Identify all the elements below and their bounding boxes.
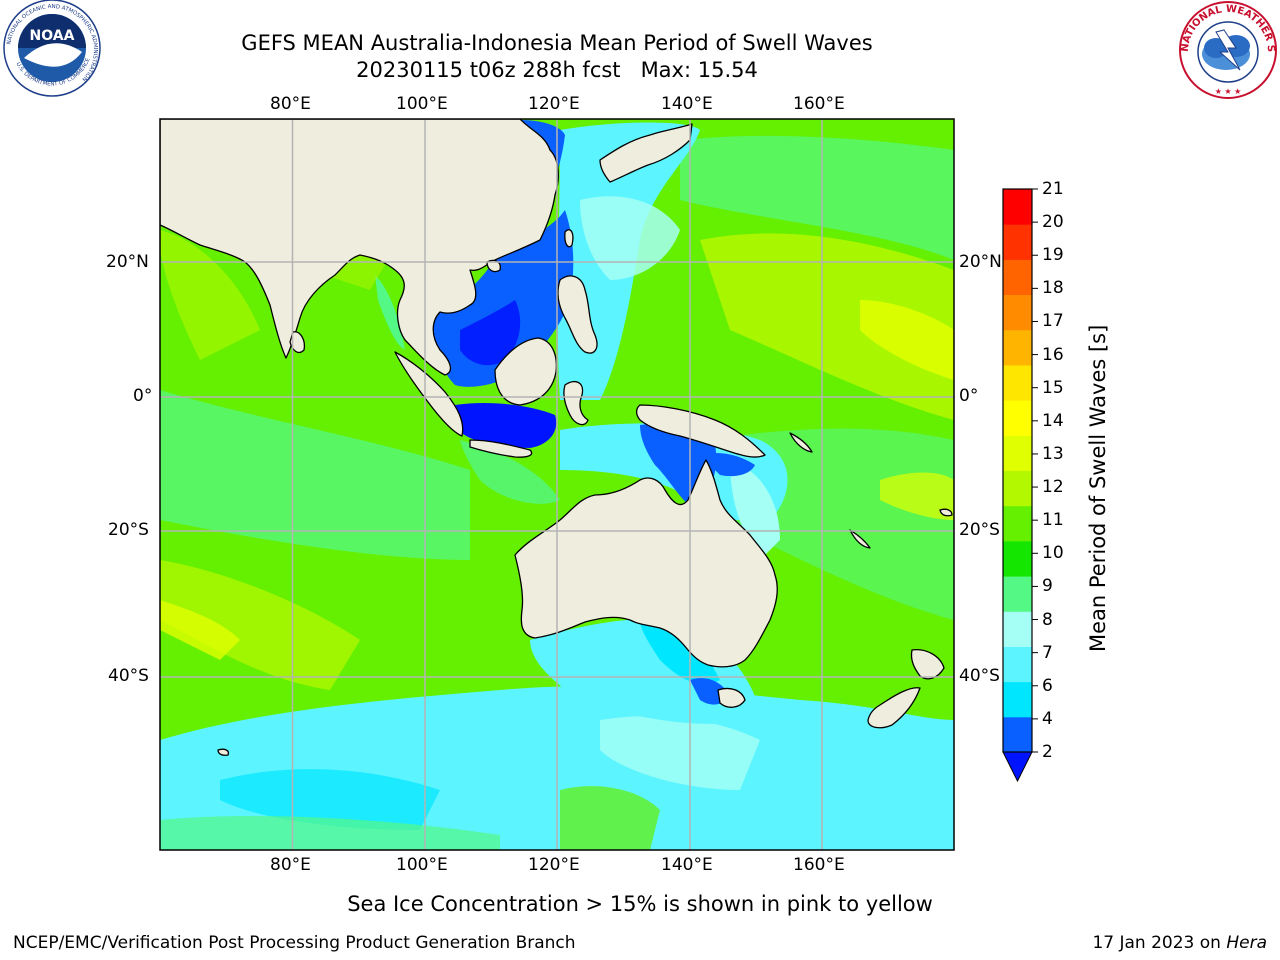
- map-frame: [159, 118, 955, 851]
- lon-tick-bottom-100e: 100°E: [396, 855, 448, 875]
- colorbar-band: [1003, 540, 1032, 577]
- lon-tick-top-80e: 80°E: [270, 94, 311, 114]
- colorbar-tick-label: 6: [1042, 675, 1053, 696]
- lon-tick-bottom-80e: 80°E: [270, 855, 311, 875]
- lat-tick-right-0: 0°: [959, 386, 979, 406]
- colorbar-tick-label: 4: [1042, 708, 1053, 729]
- lat-tick-left-0: 0°: [133, 386, 153, 406]
- colorbar-band: [1003, 259, 1032, 296]
- footer-branch: NCEP/EMC/Verification Post Processing Pr…: [13, 933, 576, 953]
- colorbar-tick-label: 11: [1042, 510, 1064, 531]
- colorbar-band: [1003, 716, 1032, 753]
- colorbar-band: [1003, 505, 1032, 542]
- sea-ice-note: Sea Ice Concentration > 15% is shown in …: [347, 892, 933, 916]
- colorbar-tick-label: 2: [1042, 742, 1053, 762]
- colorbar-tick-label: 9: [1042, 576, 1053, 597]
- footer-date: 17 Jan 2023 on Hera: [1092, 933, 1267, 953]
- colorbar-tick-label: 16: [1042, 344, 1064, 365]
- footer-host: Hera: [1226, 933, 1267, 953]
- land-masses: [160, 119, 953, 756]
- colorbar-tick-label: 8: [1042, 609, 1053, 630]
- colorbar-frame: [1002, 188, 1033, 753]
- colorbar-tick-label: 12: [1042, 477, 1064, 498]
- colorbar-band: [1003, 646, 1032, 683]
- colorbar-under-arrow: [1002, 751, 1033, 783]
- chart-title-line2: 20230115 t06z 288h fcst Max: 15.54: [356, 58, 758, 82]
- svg-text:★ ★ ★: ★ ★ ★: [1215, 87, 1242, 96]
- colorbar-tick-label: 13: [1042, 443, 1064, 464]
- colorbar-band: [1003, 576, 1032, 612]
- lat-tick-left-20n: 20°N: [106, 252, 149, 272]
- noaa-logo: NOAA NATIONAL OCEANIC AND ATMOSPHERIC AD…: [0, 0, 104, 100]
- colorbar-band: [1003, 364, 1032, 401]
- colorbar-tick-label: 20: [1042, 212, 1064, 233]
- nws-logo: NATIONAL WEATHER SERVICE ★ ★ ★: [1172, 0, 1280, 100]
- lon-tick-bottom-160e: 160°E: [793, 855, 845, 875]
- lon-tick-top-140e: 140°E: [661, 94, 713, 114]
- colorbar-band: [1003, 400, 1032, 436]
- lon-tick-top-120e: 120°E: [528, 94, 580, 114]
- colorbar-band: [1003, 189, 1032, 225]
- lat-tick-right-40s: 40°S: [959, 666, 1000, 686]
- colorbar-band: [1003, 294, 1032, 331]
- colorbar-band: [1003, 470, 1032, 507]
- colorbar-tick-label: 14: [1042, 410, 1064, 431]
- lat-tick-right-20s: 20°S: [959, 520, 1000, 540]
- noaa-logo-text: NOAA: [30, 28, 75, 44]
- lon-tick-top-160e: 160°E: [793, 94, 845, 114]
- chart-title-line1: GEFS MEAN Australia-Indonesia Mean Perio…: [241, 31, 873, 55]
- colorbar-tick-label: 19: [1042, 245, 1064, 266]
- footer-date-text: 17 Jan 2023 on: [1092, 933, 1227, 953]
- colorbar-tick-label: 15: [1042, 377, 1064, 398]
- lat-tick-left-40s: 40°S: [108, 666, 149, 686]
- colorbar-band: [1003, 681, 1032, 718]
- map-gridlines: [160, 119, 954, 850]
- colorbar-tick-label: 7: [1042, 642, 1053, 663]
- colorbar-tick-label: 21: [1042, 179, 1064, 199]
- lat-tick-right-20n: 20°N: [959, 252, 1002, 272]
- colorbar: [1002, 188, 1038, 783]
- colorbar-band: [1003, 329, 1032, 366]
- lon-tick-bottom-120e: 120°E: [528, 855, 580, 875]
- colorbar-band: [1003, 611, 1032, 647]
- colorbar-title: Mean Period of Swell Waves [s]: [1086, 324, 1110, 652]
- lat-tick-left-20s: 20°S: [108, 520, 149, 540]
- colorbar-tick-label: 10: [1042, 543, 1064, 564]
- colorbar-tick-label: 17: [1042, 311, 1064, 332]
- colorbar-tick-label: 18: [1042, 278, 1064, 299]
- colorbar-band: [1003, 224, 1032, 260]
- lon-tick-top-100e: 100°E: [396, 94, 448, 114]
- lon-tick-bottom-140e: 140°E: [661, 855, 713, 875]
- colorbar-band: [1003, 435, 1032, 471]
